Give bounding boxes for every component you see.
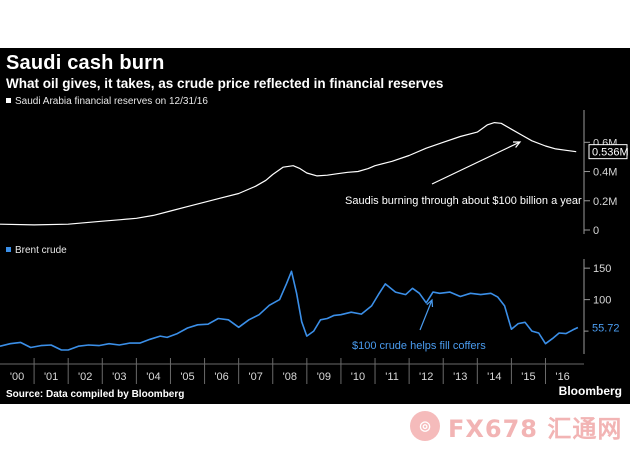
x-axis-tick-label: '16 — [555, 371, 569, 383]
x-axis-tick-label: '08 — [283, 371, 297, 383]
x-axis-tick-label: '03 — [112, 371, 126, 383]
reserves-annotation-arrow — [431, 141, 521, 185]
brent-last-value-label: 55.72 — [592, 323, 620, 335]
chart-card: Saudi cash burn What oil gives, it takes… — [0, 48, 630, 404]
source-note: Source: Data compiled by Bloomberg — [6, 389, 185, 400]
x-axis-tick-label: '02 — [78, 371, 92, 383]
reserves-last-value-label: 0.536M — [592, 147, 629, 159]
reserves-ytick-label: 0.4M — [593, 167, 617, 179]
brent-series-line — [0, 270, 579, 351]
brent-ytick-label: 150 — [593, 263, 611, 275]
brent-annotation: $100 crude helps fill coffers — [352, 340, 486, 352]
reserves-last-value-box — [588, 144, 628, 160]
x-axis-tick-label: '06 — [214, 371, 228, 383]
watermark-badge-icon: ◎ — [410, 411, 440, 441]
brent-legend-swatch — [6, 247, 11, 252]
brent-legend: Brent crude — [6, 245, 67, 256]
x-axis-tick-label: '05 — [180, 371, 194, 383]
chart-title: Saudi cash burn — [6, 52, 165, 74]
reserves-annotation: Saudis burning through about $100 billio… — [345, 195, 582, 207]
watermark: ◎ FX678 汇通网 — [410, 406, 622, 446]
x-axis-tick-label: '14 — [487, 371, 501, 383]
brent-annotation-arrowhead — [426, 298, 434, 308]
x-axis-tick-label: '04 — [146, 371, 160, 383]
reserves-legend: Saudi Arabia financial reserves on 12/31… — [6, 96, 208, 107]
watermark-text: FX678 汇通网 — [448, 414, 623, 443]
x-axis-tick-label: '00 — [10, 371, 24, 383]
brent-annotation-arrow — [419, 299, 433, 331]
x-axis-tick-label: '10 — [351, 371, 365, 383]
reserves-ytick-label: 0 — [593, 225, 599, 237]
x-axis-tick-label: '01 — [44, 371, 58, 383]
x-axis-tick-label: '15 — [521, 371, 535, 383]
x-axis-tick-label: '07 — [249, 371, 263, 383]
x-axis: '00 '01 '02 '03 '04 '05 '06 '07 '08 '09 '10 '11 '12 '… — [0, 358, 584, 384]
x-axis-tick-label: '13 — [453, 371, 467, 383]
reserves-legend-label: Saudi Arabia financial reserves on 12/31… — [15, 96, 208, 107]
chart-subtitle: What oil gives, it takes, as crude price… — [6, 76, 444, 91]
x-axis-tick-label: '11 — [385, 371, 399, 383]
reserves-series-line — [0, 122, 577, 226]
brent-legend-label: Brent crude — [15, 245, 67, 256]
reserves-annotation-arrowhead — [513, 141, 522, 148]
reserves-legend-swatch — [6, 98, 11, 103]
reserves-ytick-label: 0.2M — [593, 196, 617, 208]
x-axis-tick-label: '12 — [419, 371, 433, 383]
x-axis-tick-label: '09 — [317, 371, 331, 383]
brent-panel: 5010015055.72$100 crude helps fill coffe… — [0, 259, 626, 354]
brent-ytick-label: 100 — [593, 295, 611, 307]
brent-last-value-box — [588, 320, 626, 336]
bloomberg-logo: Bloomberg — [558, 384, 622, 398]
